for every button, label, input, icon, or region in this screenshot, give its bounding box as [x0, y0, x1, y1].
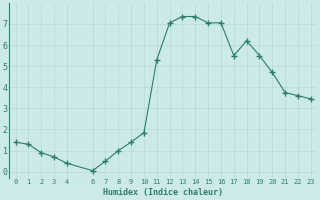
X-axis label: Humidex (Indice chaleur): Humidex (Indice chaleur) [103, 188, 223, 197]
